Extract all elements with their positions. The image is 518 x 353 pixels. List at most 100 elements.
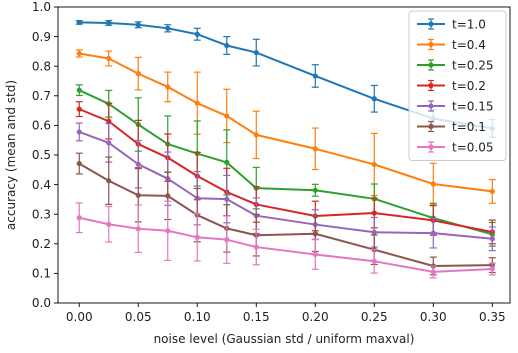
data-point (312, 187, 318, 193)
data-point (253, 244, 259, 250)
data-point (165, 84, 171, 90)
data-point (106, 118, 112, 124)
data-point (165, 228, 171, 234)
data-point (371, 258, 377, 264)
data-point (106, 221, 112, 227)
legend-item: t=0.1 (417, 120, 486, 134)
legend: t=1.0 t=0.4 t=0.25 t=0.2 t=0.15 t=0.1 t=0.05 (408, 10, 507, 161)
legend-label: t=0.4 (452, 38, 486, 52)
data-point (371, 210, 377, 216)
series-t=1.0 (75, 19, 496, 138)
data-point (76, 129, 82, 135)
legend-marker (428, 21, 434, 27)
legend-marker (428, 123, 434, 130)
data-point (312, 146, 318, 152)
x-axis-label: noise level (Gaussian std / uniform maxv… (154, 332, 415, 346)
data-point (106, 55, 112, 62)
data-point (135, 161, 141, 167)
x-tick-label: 0.20 (302, 310, 329, 324)
x-tick-label: 0.35 (479, 310, 506, 324)
data-point (76, 106, 82, 112)
y-tick-label: 0.9 (32, 30, 51, 44)
data-point (430, 230, 436, 236)
y-tick-label: 0.0 (32, 296, 51, 310)
legend-marker (428, 41, 434, 48)
legend-item: t=0.15 (417, 99, 493, 113)
x-tick-label: 0.15 (243, 310, 270, 324)
data-point (224, 42, 230, 49)
legend-label: t=0.1 (452, 120, 486, 134)
y-tick-label: 0.6 (32, 119, 51, 133)
data-point (76, 50, 82, 57)
data-point (194, 234, 200, 240)
data-point (106, 140, 112, 146)
data-point (76, 215, 82, 221)
y-tick-label: 0.5 (32, 148, 51, 162)
series-t=0.05 (75, 200, 496, 279)
legend-marker (428, 62, 434, 68)
legend-item: t=0.05 (417, 140, 493, 154)
legend-label: t=0.15 (452, 99, 493, 113)
data-point (371, 96, 377, 102)
y-tick-label: 0.3 (32, 207, 51, 221)
data-point (224, 113, 230, 119)
data-point (489, 188, 495, 195)
y-tick-label: 1.0 (32, 0, 51, 14)
legend-item: t=0.4 (417, 38, 486, 52)
data-point (371, 161, 377, 168)
data-point (253, 49, 259, 56)
data-point (135, 71, 141, 77)
data-point (430, 269, 436, 275)
legend-label: t=1.0 (452, 17, 486, 31)
data-point (224, 196, 230, 202)
data-point (76, 19, 82, 25)
legend-label: t=0.2 (452, 79, 486, 93)
legend-marker (428, 144, 434, 150)
legend-item: t=0.25 (417, 58, 493, 72)
data-point (224, 237, 230, 243)
data-point (489, 266, 495, 272)
data-point (135, 226, 141, 232)
data-point (194, 100, 200, 106)
data-point (76, 87, 82, 93)
x-tick-label: 0.30 (420, 310, 447, 324)
data-point (106, 178, 112, 184)
data-point (312, 251, 318, 258)
data-point (194, 31, 200, 37)
data-point (165, 25, 171, 31)
legend-label: t=0.05 (452, 140, 493, 154)
data-point (312, 231, 318, 237)
y-tick-label: 0.1 (32, 267, 51, 281)
legend-box (408, 10, 507, 161)
data-point (224, 159, 230, 165)
x-tick-label: 0.05 (125, 310, 152, 324)
y-axis-label: accuracy (mean and std) (4, 80, 18, 230)
data-point (135, 22, 141, 28)
series-t=0.4 (75, 49, 496, 206)
data-point (253, 132, 259, 138)
x-tick-label: 0.00 (66, 310, 93, 324)
data-point (371, 229, 377, 235)
series-layer (75, 19, 496, 279)
x-tick-label: 0.25 (361, 310, 388, 324)
legend-label: t=0.25 (452, 58, 493, 72)
axes-layer: 0.00 0.05 0.10 0.15 0.20 0.25 0.30 0.35 0.0 0.1 0.… (32, 0, 511, 324)
data-point (106, 20, 112, 26)
legend-item: t=1.0 (417, 17, 486, 31)
data-point (165, 193, 171, 199)
data-point (489, 236, 495, 242)
x-tick-label: 0.10 (184, 310, 211, 324)
legend-marker (428, 82, 434, 89)
data-point (312, 73, 318, 79)
y-tick-label: 0.8 (32, 59, 51, 73)
data-point (430, 181, 436, 187)
legend-marker (428, 103, 434, 109)
data-point (76, 160, 82, 167)
y-tick-label: 0.2 (32, 237, 51, 251)
data-point (135, 192, 141, 198)
y-tick-label: 0.7 (32, 89, 51, 103)
y-tick-label: 0.4 (32, 178, 51, 192)
legend-item: t=0.2 (417, 79, 486, 93)
